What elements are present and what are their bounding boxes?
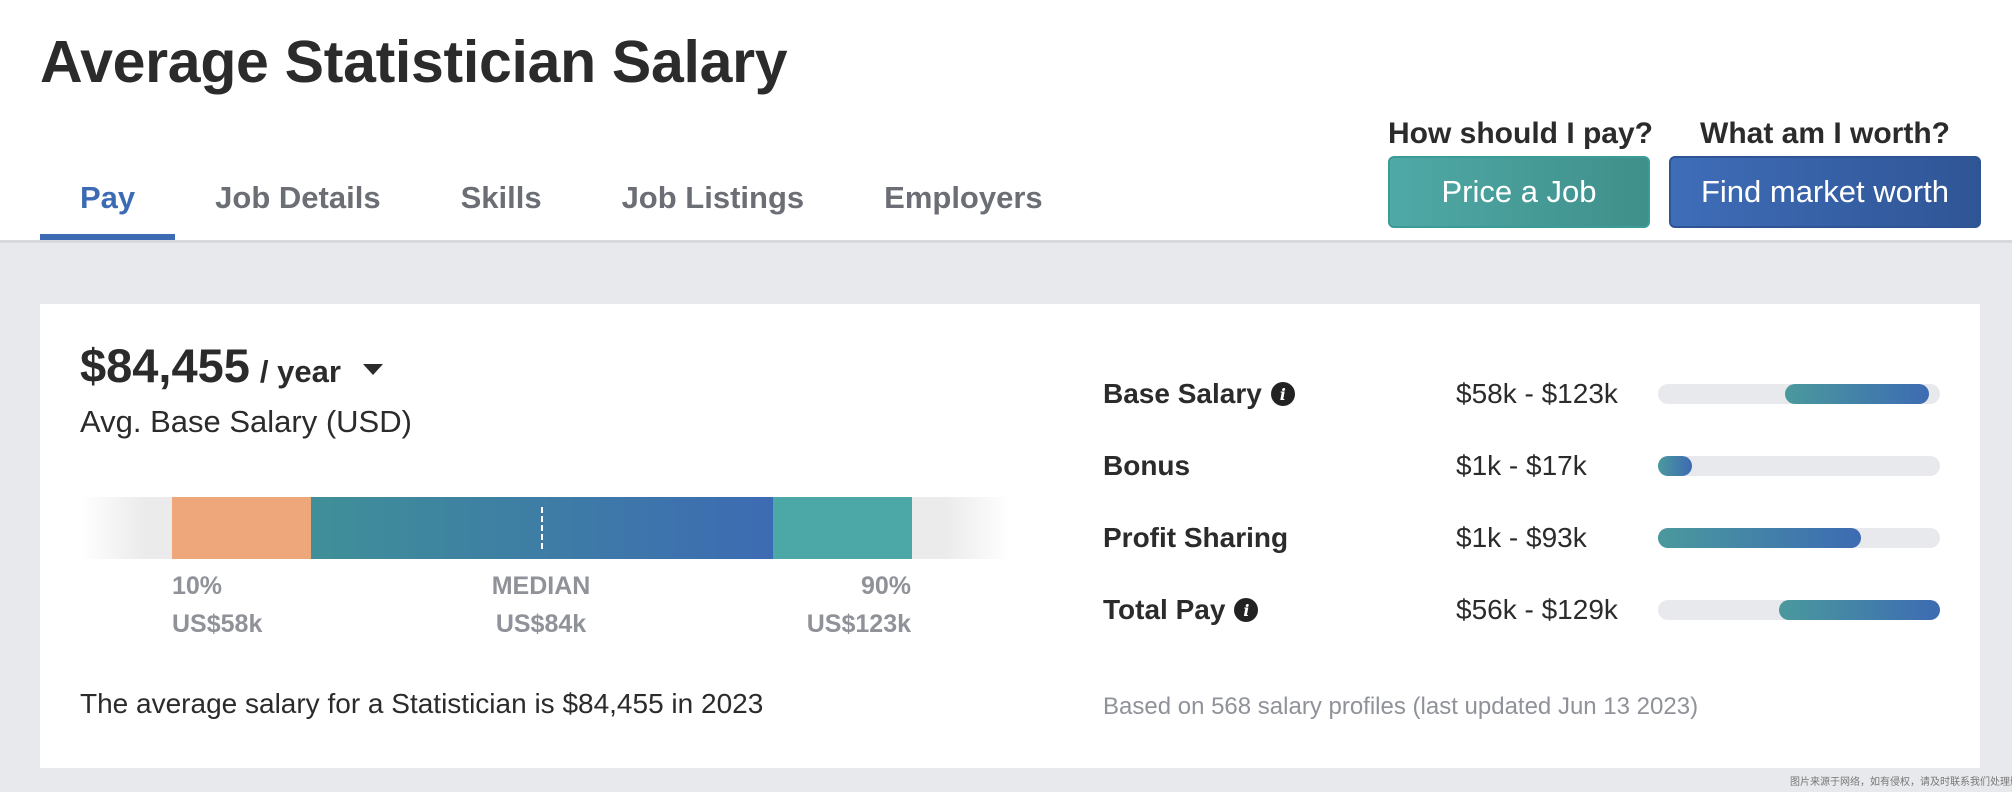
total-pay-label-text: Total Pay [1103, 594, 1226, 625]
salary-range-bar [80, 497, 1010, 559]
tab-pay[interactable]: Pay [40, 160, 176, 240]
breakdown-row-profit-sharing: Profit Sharing $1k - $93k [1103, 518, 1943, 558]
percentile-median: MEDIAN US$84k [441, 567, 641, 643]
salary-amount: $84,455 [80, 339, 250, 392]
profit-sharing-label-text: Profit Sharing [1103, 522, 1289, 553]
price-a-job-button[interactable]: Price a Job [1388, 156, 1650, 228]
tab-job-details[interactable]: Job Details [215, 180, 381, 215]
salary-summary: The average salary for a Statistician is… [80, 688, 764, 719]
salary-period: / year [259, 354, 341, 389]
info-icon[interactable]: i [1270, 382, 1295, 406]
bonus-track [1658, 456, 1940, 476]
percentile-90: 90% US$123k [771, 567, 911, 643]
percentile-10-value: US$58k [172, 610, 263, 638]
base-salary-label: Base Salary i [1103, 374, 1295, 414]
base-salary-fill [1784, 384, 1929, 404]
tab-job-listings[interactable]: Job Listings [621, 180, 805, 215]
tab-bar: Pay Job Details Skills Job Listings Empl… [40, 160, 1083, 243]
total-pay-range: $56k - $129k [1456, 594, 1618, 625]
bonus-label: Bonus [1103, 446, 1190, 486]
percentile-90-label: 90% [860, 572, 911, 600]
price-a-job-cta: How should I pay? Price a Job [1388, 112, 1654, 228]
profit-sharing-range: $1k - $93k [1456, 522, 1587, 553]
median-value: US$84k [495, 610, 587, 638]
median-label: MEDIAN [491, 572, 591, 600]
profit-sharing-label: Profit Sharing [1103, 518, 1288, 558]
price-question: How should I pay? [1388, 117, 1654, 150]
tab-skills[interactable]: Skills [460, 180, 542, 215]
header-divider [0, 240, 2012, 243]
breakdown-row-base-salary: Base Salary i $58k - $123k [1103, 374, 1943, 414]
range-low-segment [172, 497, 311, 559]
bonus-fill [1658, 456, 1692, 476]
percentile-10: 10% US$58k [172, 567, 262, 643]
salary-footnote: Based on 568 salary profiles (last updat… [1103, 693, 1699, 720]
base-salary-track [1658, 384, 1940, 404]
market-worth-cta: What am I worth? Find market worth [1669, 112, 1981, 228]
breakdown-row-bonus: Bonus $1k - $17k [1103, 446, 1943, 486]
bonus-label-text: Bonus [1103, 450, 1191, 481]
total-pay-fill [1779, 600, 1940, 620]
salary-subtitle: Avg. Base Salary (USD) [80, 404, 412, 439]
salary-headline: $84,455 / year [80, 338, 383, 393]
profit-sharing-fill [1658, 528, 1862, 548]
bonus-range: $1k - $17k [1456, 450, 1587, 481]
period-dropdown-caret-icon[interactable] [362, 364, 383, 375]
median-marker [541, 507, 543, 549]
range-high-segment [773, 497, 912, 559]
total-pay-label: Total Pay i [1103, 590, 1259, 630]
base-salary-range: $58k - $123k [1456, 378, 1618, 409]
info-icon[interactable]: i [1234, 598, 1259, 622]
find-market-worth-button[interactable]: Find market worth [1669, 156, 1981, 228]
breakdown-row-total-pay: Total Pay i $56k - $129k [1103, 590, 1943, 630]
percentile-90-value: US$123k [806, 610, 911, 638]
base-salary-label-text: Base Salary [1103, 378, 1262, 409]
worth-question: What am I worth? [1700, 117, 1950, 150]
profit-sharing-track [1658, 528, 1940, 548]
page-title: Average Statistician Salary [40, 29, 788, 95]
watermark-text: 图片来源于网络，如有侵权，请及时联系我们处理删除 [1790, 777, 2012, 788]
total-pay-track [1658, 600, 1940, 620]
tab-employers[interactable]: Employers [884, 180, 1043, 215]
percentile-10-label: 10% [172, 572, 223, 600]
